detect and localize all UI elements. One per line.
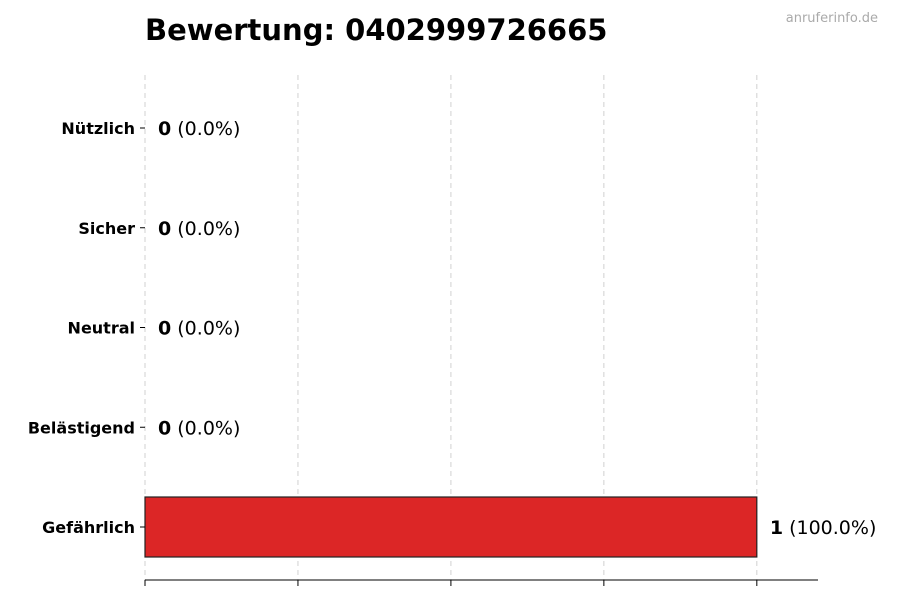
value-count: 0 <box>158 417 171 439</box>
value-percent: (100.0%) <box>783 517 876 539</box>
value-count: 0 <box>158 118 171 140</box>
watermark: anruferinfo.de <box>786 11 878 26</box>
bar <box>144 496 758 558</box>
category-label: Nützlich <box>61 119 135 138</box>
value-label: 0 (0.0%) <box>158 118 240 140</box>
value-label: 0 (0.0%) <box>158 417 240 439</box>
category-label: Belästigend <box>28 418 135 437</box>
category-label: Neutral <box>68 319 135 338</box>
value-percent: (0.0%) <box>171 218 240 240</box>
value-count: 1 <box>770 517 783 539</box>
category-label: Gefährlich <box>42 518 135 537</box>
value-count: 0 <box>158 218 171 240</box>
value-label: 1 (100.0%) <box>770 517 877 539</box>
chart-title: Bewertung: 0402999726665 <box>145 13 607 47</box>
value-label: 0 (0.0%) <box>158 218 240 240</box>
value-percent: (0.0%) <box>171 417 240 439</box>
value-count: 0 <box>158 318 171 340</box>
category-label: Sicher <box>78 219 135 238</box>
value-percent: (0.0%) <box>171 118 240 140</box>
value-percent: (0.0%) <box>171 318 240 340</box>
value-label: 0 (0.0%) <box>158 318 240 340</box>
